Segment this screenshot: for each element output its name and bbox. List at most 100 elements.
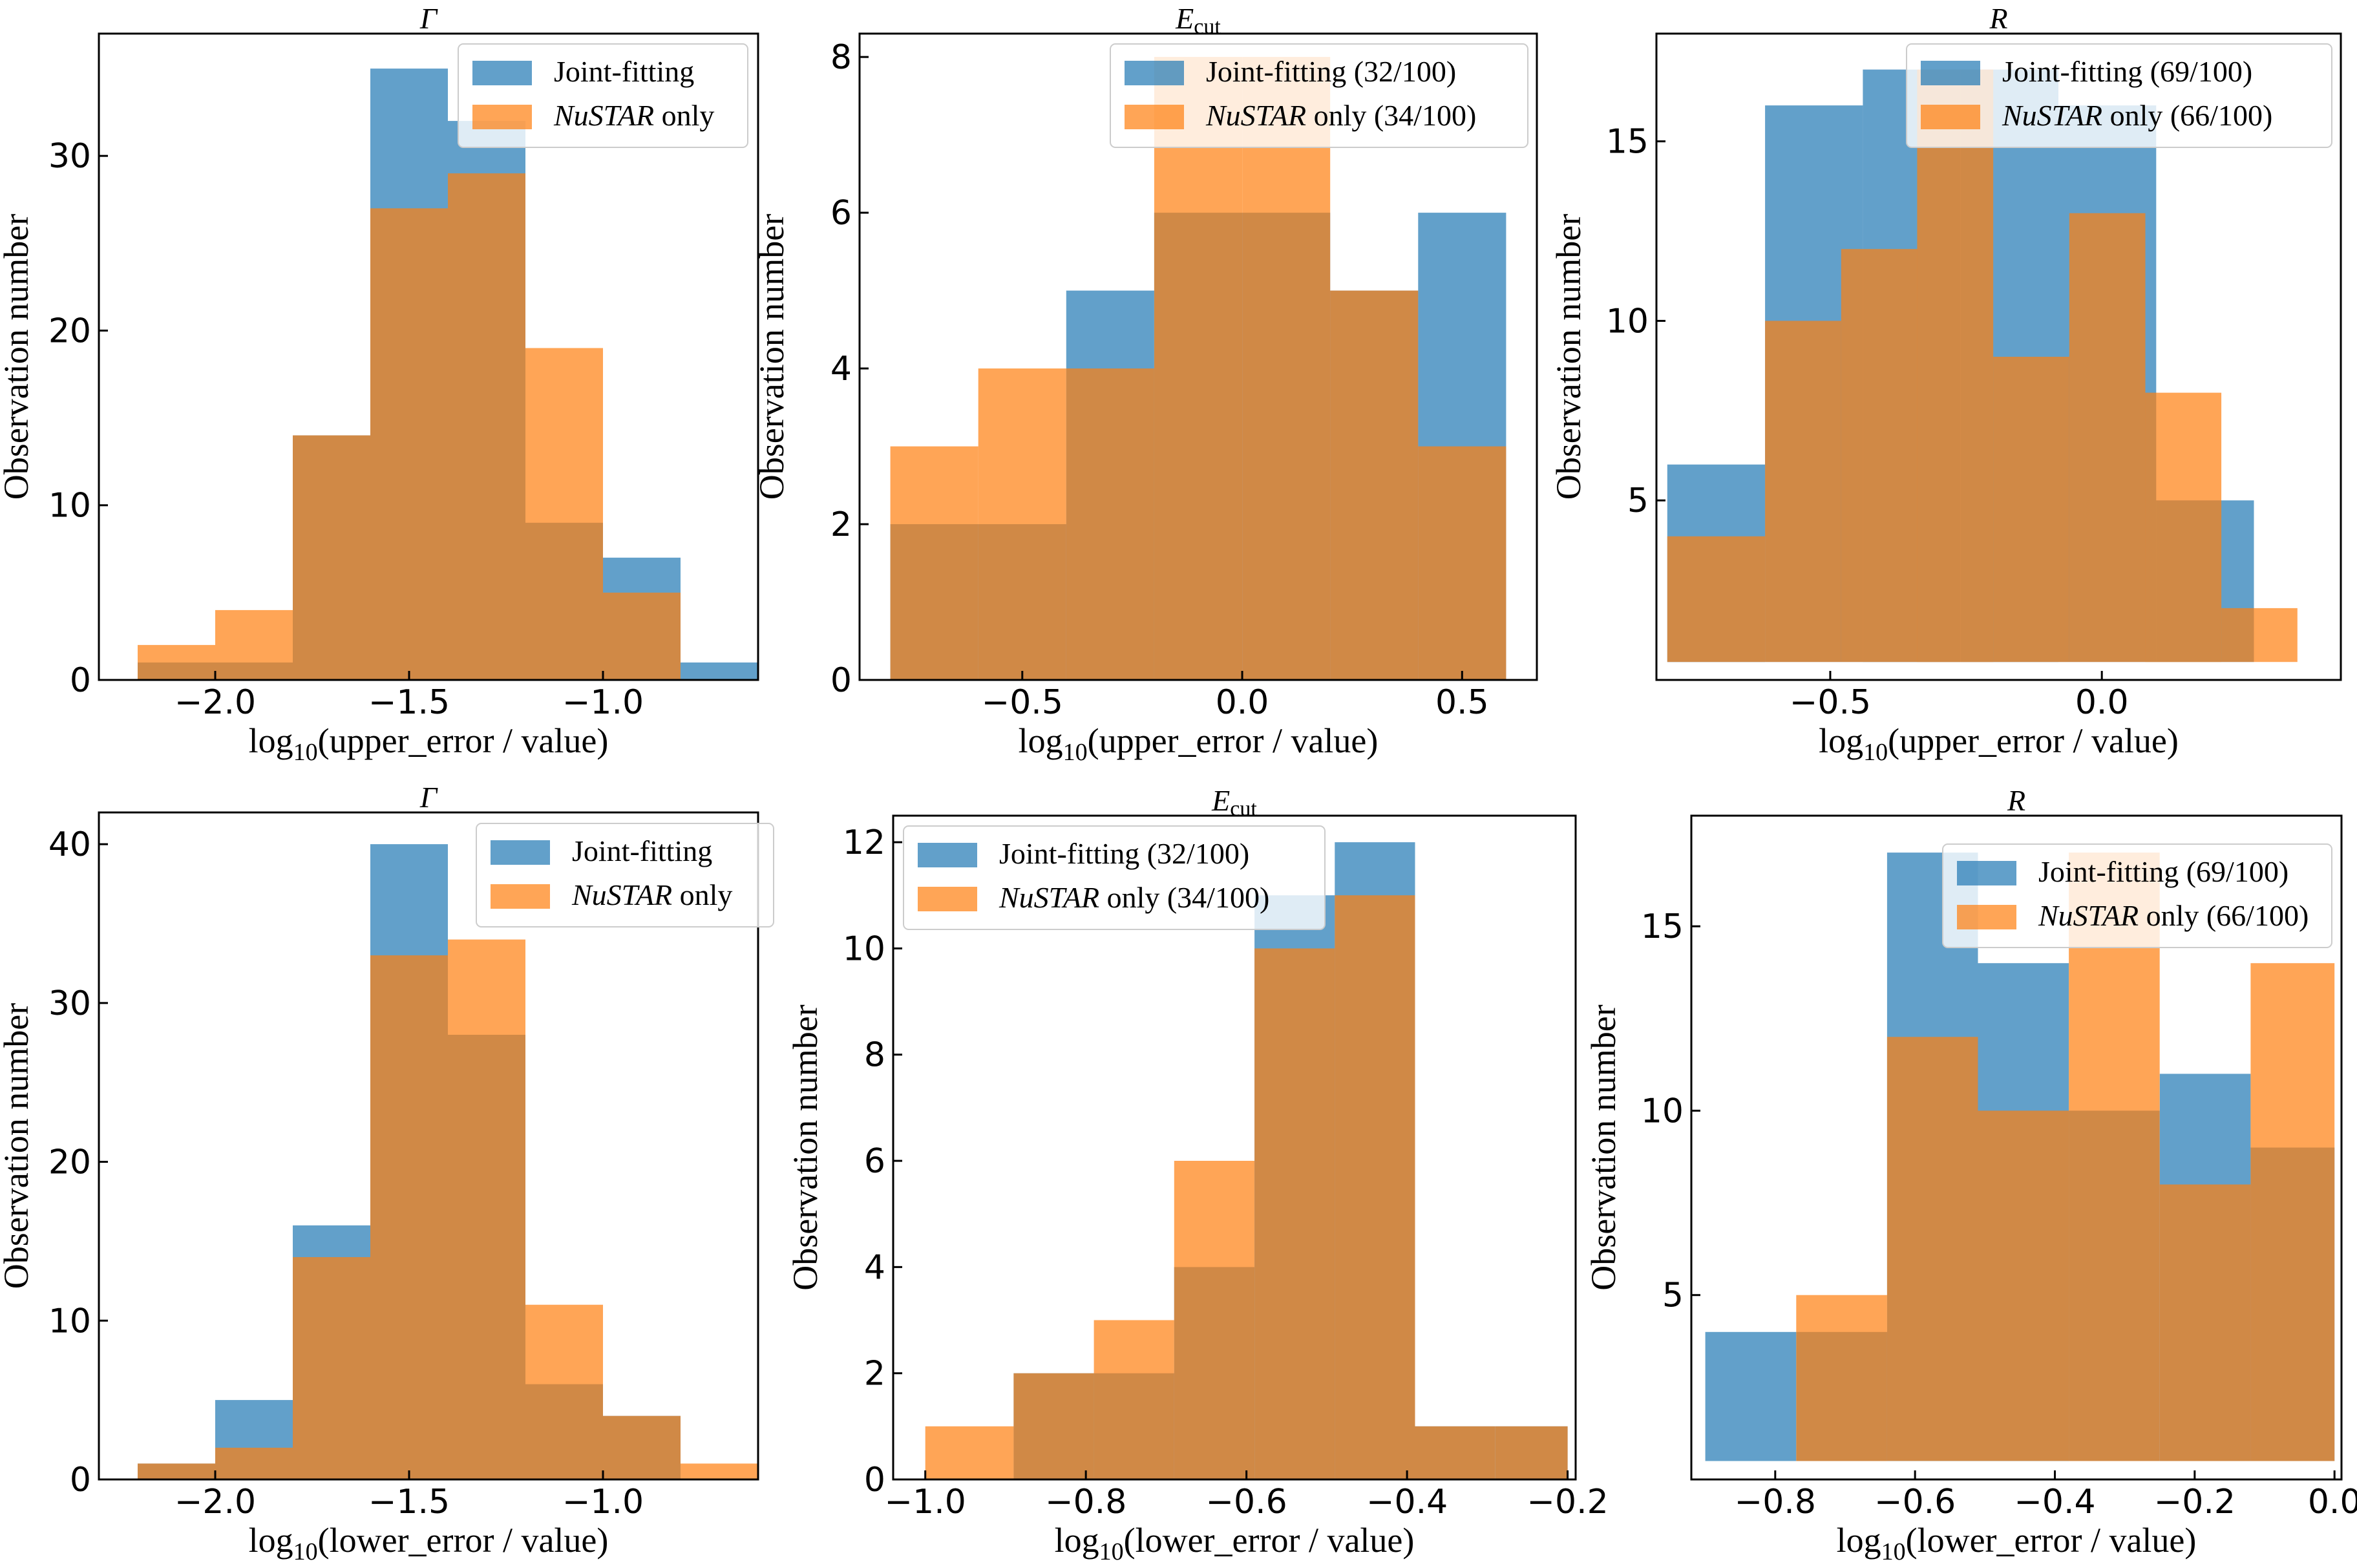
x-tick-label: −0.4 (1366, 1483, 1448, 1521)
x-tick-label: 0.0 (2075, 683, 2129, 722)
xlabel-prefix: log (1019, 721, 1063, 760)
legend-label-nustar-only: NuSTAR only (553, 99, 714, 132)
chart-title: Γ (419, 781, 438, 814)
bar-nustar-only (1796, 1295, 1887, 1461)
legend: Joint-fitting (69/100) NuSTAR only (66/10… (1942, 843, 2332, 948)
bar-nustar-only (1978, 1110, 2069, 1461)
legend-swatch-joint-fitting (1957, 861, 2016, 885)
axes-frame (98, 811, 759, 1481)
legend: Joint-fitting NuSTAR only (476, 823, 774, 927)
y-tick-label: 5 (1662, 1277, 1684, 1315)
title-main: E (1175, 2, 1194, 35)
bar-joint-fitting (681, 662, 758, 680)
legend-label-italic: NuSTAR (571, 878, 672, 911)
legend-swatch-nustar-only (472, 105, 532, 129)
y-axis-label: Observation number (1549, 214, 1588, 500)
bar-nustar-only (215, 1447, 293, 1479)
x-tick-label: −0.5 (1790, 683, 1871, 722)
bar-nustar-only (1242, 57, 1331, 680)
x-tick-label: −0.6 (1205, 1483, 1287, 1521)
bar-nustar-only (2145, 392, 2222, 662)
x-axis-label: log10(upper_error / value) (1819, 721, 2179, 766)
legend-label-rest: only (34/100) (1306, 99, 1476, 132)
chart-panel-top-middle: −0.5 0.0 0.5 0 2 4 6 8 Ecut log10(upper_error / v… (752, 2, 1538, 766)
legend-label-italic: NuSTAR (2002, 99, 2102, 132)
x-tick-label: −2.0 (174, 1483, 256, 1521)
legend-label-joint-fitting: Joint-fitting (69/100) (2002, 55, 2252, 88)
legend: Joint-fitting (32/100) NuSTAR only (34/10… (903, 825, 1326, 930)
bar-nustar-only (2250, 963, 2335, 1461)
legend-label-rest: Joint-fitting (69/100) (2038, 855, 2288, 888)
legend-label-rest: Joint-fitting (32/100) (1206, 55, 1456, 88)
bar-nustar-only (1418, 446, 1506, 680)
y-tick-label: 12 (843, 823, 885, 862)
x-axis-label: log10(upper_error / value) (1019, 721, 1379, 766)
bars-group (1667, 69, 2298, 662)
bar-nustar-only (1887, 1037, 1978, 1461)
xlabel-prefix: log (249, 1521, 293, 1560)
y-tick-label: 4 (830, 350, 852, 388)
bar-nustar-only (293, 1257, 370, 1479)
axes-frame (1655, 32, 2342, 681)
legend-label-nustar-only: NuSTAR only (66/100) (2038, 899, 2309, 932)
bars-group (925, 842, 1568, 1479)
x-axis-label: log10(lower_error / value) (1837, 1521, 2197, 1565)
bar-nustar-only (1993, 357, 2069, 662)
x-tick-label: −0.2 (2154, 1483, 2235, 1521)
y-tick-label: 20 (48, 312, 91, 350)
axes-frame (1690, 814, 2343, 1481)
xlabel-subscript: 10 (293, 739, 318, 766)
bar-nustar-only (890, 446, 978, 680)
y-tick-label: 40 (48, 825, 91, 864)
xlabel-rest: (upper_error / value) (318, 721, 609, 760)
y-tick-label: 15 (1641, 907, 1684, 946)
legend-label-rest: only (66/100) (2139, 899, 2309, 932)
xlabel-rest: (lower_error / value) (1124, 1521, 1415, 1560)
y-tick-label: 30 (48, 137, 91, 176)
x-tick-label: −0.2 (1527, 1483, 1608, 1521)
bar-joint-fitting (1705, 1331, 1797, 1461)
legend-label-rest: only (654, 99, 714, 132)
legend-box (1942, 843, 2332, 948)
bar-nustar-only (525, 348, 603, 680)
legend-box (1110, 43, 1528, 148)
legend-label-nustar-only: NuSTAR only (34/100) (999, 881, 1269, 914)
bar-nustar-only (370, 208, 448, 680)
legend-label-rest: only (66/100) (2102, 99, 2272, 132)
legend-label-nustar-only: NuSTAR only (571, 878, 732, 911)
bar-nustar-only (2069, 213, 2146, 662)
axes-frame (892, 814, 1577, 1481)
chart-panel-bottom-middle: −1.0 −0.8 −0.6 −0.4 −0.2024681012Ecutlog10(l… (786, 784, 1609, 1565)
title-main: Γ (419, 781, 438, 814)
legend: Joint-fitting (32/100) NuSTAR only (34/10… (1110, 43, 1528, 148)
x-tick-label: −1.0 (562, 1483, 644, 1521)
x-tick-label: −0.6 (1874, 1483, 1956, 1521)
xlabel-subscript: 10 (1881, 1538, 1906, 1565)
chart-title: R (2007, 784, 2025, 817)
bar-nustar-only (603, 1415, 681, 1479)
xlabel-subscript: 10 (293, 1538, 318, 1565)
legend-label-rest: only (34/100) (1099, 881, 1269, 914)
x-tick-label: 0.0 (1216, 683, 1269, 722)
y-tick-label: 8 (830, 38, 852, 77)
chart-title: R (1989, 2, 2007, 35)
y-tick-label: 30 (48, 984, 91, 1023)
x-tick-label: −1.5 (368, 683, 450, 722)
title-subscript: cut (1194, 15, 1221, 39)
legend-label-italic: NuSTAR (999, 881, 1099, 914)
legend-label-rest: Joint-fitting (69/100) (2002, 55, 2252, 88)
y-tick-label: 0 (830, 661, 852, 700)
bar-nustar-only (925, 1426, 1014, 1479)
bar-nustar-only (448, 939, 525, 1479)
legend-label-joint-fitting: Joint-fitting (32/100) (999, 837, 1249, 870)
legend-swatch-joint-fitting (918, 843, 977, 867)
bar-nustar-only (1013, 1373, 1094, 1479)
y-tick-label: 10 (843, 929, 885, 968)
legend-label-rest: Joint-fitting (554, 55, 694, 88)
x-tick-label: 0.5 (1435, 683, 1489, 722)
y-tick-label: 4 (864, 1248, 885, 1287)
bars-group (138, 69, 758, 680)
x-tick-label: 0.0 (2308, 1483, 2357, 1521)
legend-swatch-joint-fitting (491, 840, 550, 865)
legend: Joint-fitting NuSTAR only (458, 43, 748, 148)
